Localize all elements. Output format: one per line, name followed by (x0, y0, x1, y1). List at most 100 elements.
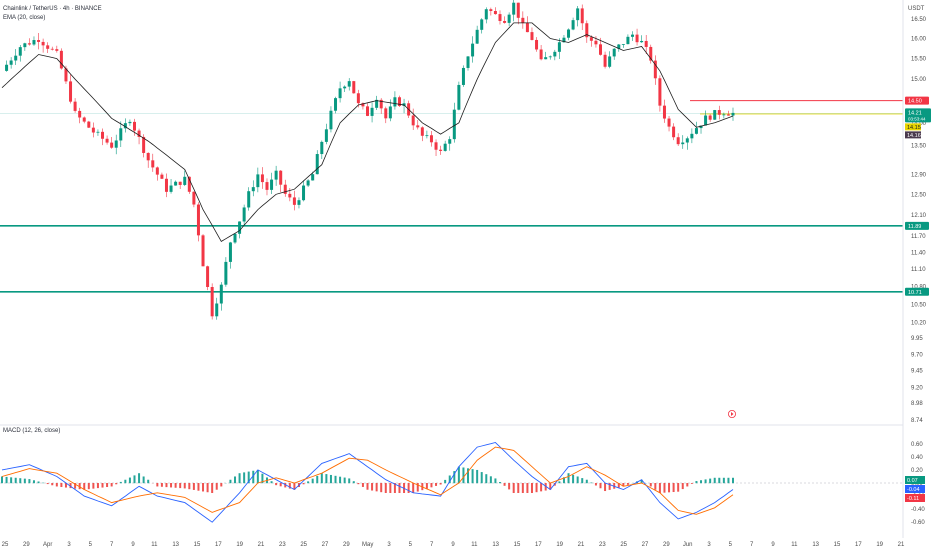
macd-histogram-bar (448, 475, 451, 484)
candle-body (612, 48, 616, 57)
macd-histogram-bar (668, 483, 671, 493)
candle-body (361, 103, 365, 107)
macd-histogram-bar (279, 483, 282, 487)
candle-body (379, 99, 383, 109)
time-tick: 25 (300, 542, 307, 548)
candle-body (580, 8, 584, 24)
macd-histogram-bar (192, 483, 195, 490)
candle-body (493, 10, 497, 15)
candle-body (160, 174, 164, 179)
macd-histogram-bar (695, 481, 698, 484)
time-tick: 21 (578, 542, 585, 548)
time-tick: 19 (236, 542, 243, 548)
ema-legend[interactable]: EMA (20, close) (3, 15, 45, 21)
macd-tick: 0.60 (911, 442, 923, 448)
time-tick: 29 (23, 542, 30, 548)
price-tick: 12.10 (911, 213, 927, 219)
time-tick: 21 (258, 542, 265, 548)
time-tick: May (362, 542, 373, 548)
macd-histogram-bar (1, 476, 3, 484)
macd-histogram-bar (503, 483, 506, 486)
candle-body (23, 43, 27, 48)
macd-histogram-bar (658, 483, 661, 493)
time-tick: 23 (599, 542, 606, 548)
candle-body (452, 109, 456, 140)
macd-histogram-bar (713, 477, 716, 484)
candle-body (676, 137, 680, 145)
macd-legend[interactable]: MACD (12, 26, close) (3, 428, 60, 434)
candle-body (37, 40, 41, 42)
macd-histogram-bar (302, 483, 305, 485)
candle-body (32, 40, 36, 45)
macd-histogram-bar (366, 483, 369, 490)
price-tick: 11.70 (911, 234, 926, 240)
candle-body (18, 47, 22, 56)
candle-body (224, 261, 228, 285)
macd-histogram-bar (718, 477, 721, 484)
candle-body (247, 191, 251, 208)
macd-histogram-bar (389, 483, 392, 493)
candle-body (297, 200, 301, 205)
candle-body (283, 184, 287, 194)
macd-histogram-bar (480, 472, 483, 484)
macd-histogram-bar (407, 483, 410, 493)
replay-icon[interactable] (728, 409, 737, 418)
candle-body (484, 9, 488, 20)
candle-body (384, 108, 388, 119)
macd-histogram-bar (599, 483, 602, 489)
candle-body (73, 101, 77, 111)
macd-histogram-bar (334, 475, 337, 484)
candle-body (548, 56, 552, 58)
macd-histogram-bar (508, 483, 511, 490)
macd-histogram-bar (179, 483, 182, 489)
time-tick: 5 (89, 542, 93, 548)
macd-tick: -0.40 (911, 507, 925, 513)
macd-histogram-bar (115, 483, 118, 485)
macd-histogram-bar (165, 483, 168, 488)
macd-histogram-bar (124, 479, 127, 484)
candle-body (567, 29, 571, 38)
candle-body (174, 181, 178, 186)
macd-histogram-bar (435, 483, 438, 486)
candle-body (265, 182, 269, 190)
macd-histogram-bar (453, 471, 456, 484)
macd-value-tag-2 (905, 494, 925, 502)
macd-histogram-bar (247, 471, 250, 484)
candle-body (557, 42, 561, 52)
candle-body (242, 207, 246, 222)
macd-histogram-bar (156, 483, 159, 487)
macd-histogram-bar (329, 474, 332, 484)
macd-histogram-bar (722, 477, 725, 484)
candle-body (717, 110, 721, 115)
candle-body (662, 105, 666, 119)
candle-body (96, 131, 100, 133)
candle-body (713, 110, 717, 120)
macd-histogram-bar (412, 483, 415, 493)
macd-histogram-bar (19, 478, 22, 484)
candle-body (14, 55, 18, 61)
price-tick: 9.20 (911, 386, 923, 392)
time-tick: 29 (663, 542, 670, 548)
candle-body (635, 34, 639, 43)
macd-histogram-bar (526, 483, 529, 493)
time-tick: 25 (620, 542, 627, 548)
macd-histogram-bar (457, 466, 460, 484)
macd-histogram-bar (361, 483, 364, 487)
candle-body (461, 67, 465, 85)
candle-body (123, 123, 127, 129)
candle-body (101, 131, 105, 139)
macd-histogram-bar (60, 483, 63, 488)
candle-body (512, 2, 516, 15)
time-tick: 25 (2, 542, 9, 548)
candle-body (439, 149, 443, 151)
macd-histogram-bar (471, 469, 474, 484)
price-tick: 10.20 (911, 321, 927, 327)
macd-histogram-bar (590, 482, 593, 484)
candle-body (503, 20, 507, 23)
level-tag-3 (905, 287, 929, 296)
price-tick: 13.50 (911, 144, 927, 150)
candle-body (324, 129, 328, 142)
macd-tick: 0.20 (911, 468, 923, 474)
